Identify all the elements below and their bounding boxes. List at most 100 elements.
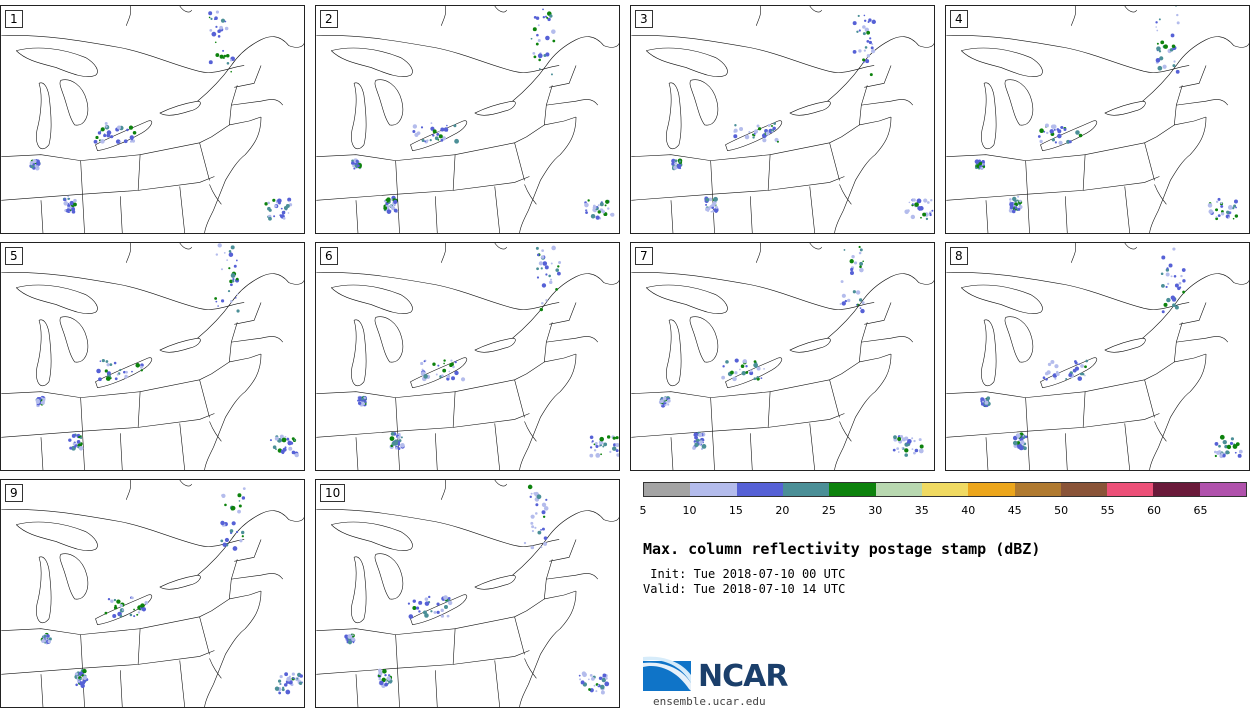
echo-cell [859, 265, 862, 268]
echo-cell [1054, 377, 1057, 380]
echo-cell [1175, 6, 1177, 7]
echo-cell [220, 299, 225, 303]
echo-cell [412, 130, 416, 133]
echo-cell [871, 49, 876, 54]
echo-cell [129, 140, 133, 143]
echo-cell [227, 289, 231, 293]
echo-cell [436, 610, 440, 614]
echo-cell [609, 450, 612, 453]
echo-cell [1046, 131, 1049, 135]
member-map [631, 243, 934, 470]
echo-cell [430, 126, 435, 131]
echo-cell [745, 365, 748, 368]
echo-cell [612, 436, 616, 440]
echo-cell [279, 674, 283, 679]
echo-cell [981, 160, 985, 164]
echo-cell [215, 300, 218, 303]
echo-cell [1159, 56, 1164, 61]
echo-cell [1174, 283, 1179, 288]
echo-cell [1068, 140, 1072, 144]
echo-cell [925, 217, 929, 221]
echo-cell [291, 450, 296, 455]
echo-cell [220, 520, 225, 526]
echo-cell [913, 439, 916, 443]
echo-cell [424, 597, 429, 601]
echo-cell [1166, 297, 1171, 303]
echo-cell [283, 683, 288, 687]
echo-cell [424, 140, 426, 143]
member-map [316, 243, 619, 470]
echo-cell [140, 603, 145, 608]
echo-cell [771, 130, 774, 133]
echo-cell [440, 614, 445, 618]
echo-cell [424, 601, 430, 606]
echo-cell [913, 451, 916, 455]
echo-cell [852, 290, 856, 294]
echo-cell [733, 130, 737, 133]
echo-cell [451, 376, 456, 381]
echo-cell [613, 443, 617, 447]
echo-cell [1228, 216, 1231, 219]
echo-cell [446, 129, 448, 132]
echo-cell [602, 210, 606, 214]
map-boundaries [946, 6, 1249, 233]
echo-cell [67, 197, 70, 200]
echo-cell [115, 139, 121, 144]
echo-cell [428, 595, 431, 599]
echo-cell [436, 602, 440, 606]
echo-cell [390, 198, 393, 201]
echo-cell [541, 510, 546, 515]
echo-cell [582, 672, 587, 678]
echo-cell [408, 614, 414, 619]
echo-cell [912, 198, 915, 202]
echo-cell [739, 127, 744, 131]
echo-cell [667, 403, 670, 406]
echo-cell [857, 14, 860, 18]
echo-cell [529, 495, 532, 499]
echo-cell [533, 16, 537, 19]
echo-cell [144, 601, 149, 605]
echo-cell [868, 40, 873, 45]
echo-cell [542, 8, 544, 11]
echo-cell [430, 610, 433, 613]
echo-cell [43, 634, 47, 638]
echo-cell [1219, 434, 1225, 440]
echo-cell [1222, 439, 1227, 445]
echo-cell [587, 199, 590, 202]
echo-cell [238, 504, 242, 508]
echo-cell [1063, 128, 1067, 131]
echo-cell [1018, 439, 1020, 442]
echo-cell [604, 676, 608, 680]
echo-cell [383, 206, 388, 211]
echo-cell [78, 435, 81, 439]
echo-cell [711, 202, 716, 207]
echo-cell [1014, 206, 1018, 210]
echo-cell [595, 445, 599, 448]
echo-cell [671, 158, 676, 164]
echo-cell [536, 276, 540, 279]
echo-cell [235, 277, 239, 281]
echo-cell [129, 135, 134, 140]
echo-cell [81, 674, 84, 677]
colorbar-tick: 15 [728, 504, 743, 517]
echo-cell [224, 537, 230, 543]
echo-cell [275, 448, 277, 451]
echo-cell [46, 634, 50, 638]
echo-cell [734, 358, 739, 363]
echo-cell [293, 439, 296, 442]
echo-cell [541, 502, 547, 507]
ensemble-member-panel: 1 [0, 5, 305, 234]
echo-cell [432, 129, 437, 134]
echo-cell [591, 676, 595, 681]
echo-cell [35, 398, 40, 403]
echo-cell [1045, 378, 1048, 381]
echo-cell [1053, 128, 1056, 131]
echo-cell [700, 447, 704, 450]
echo-cell [546, 16, 549, 19]
echo-cell [1023, 446, 1027, 451]
echo-cell [236, 309, 240, 313]
echo-cell [543, 541, 547, 546]
map-boundaries [631, 243, 934, 470]
member-map [631, 6, 934, 233]
echo-cell [1074, 360, 1077, 363]
